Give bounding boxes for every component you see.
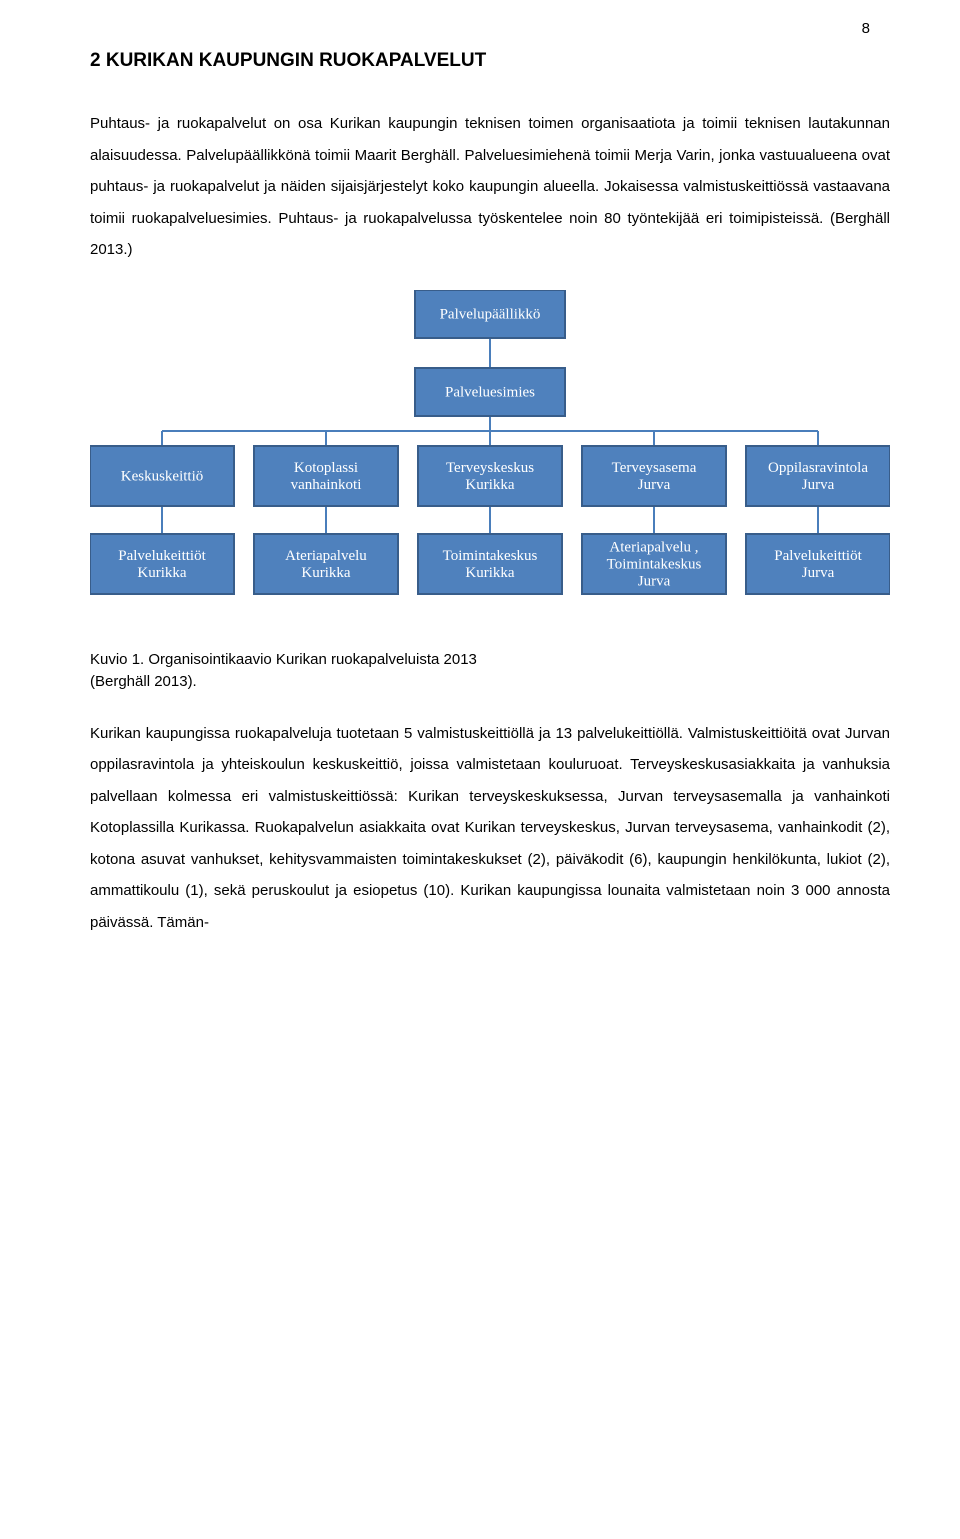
org-node-label: Keskuskeittiö [121,468,204,484]
caption-line-1: Kuvio 1. Organisointikaavio Kurikan ruok… [90,651,477,668]
page-number: 8 [862,20,870,37]
org-node-label: Kotoplassivanhainkoti [291,459,362,492]
paragraph-1: Puhtaus- ja ruokapalvelut on osa Kurikan… [90,108,890,266]
figure-caption: Kuvio 1. Organisointikaavio Kurikan ruok… [90,649,890,694]
caption-line-2: (Berghäll 2013). [90,673,197,690]
org-chart: Palvelupäällikkö Palveluesimies Keskuskeit… [90,290,890,605]
org-node-label: Palvelupäällikkö [440,306,541,322]
org-node-label: Palveluesimies [445,384,535,400]
paragraph-2: Kurikan kaupungissa ruokapalveluja tuote… [90,718,890,939]
org-chart-svg: Palvelupäällikkö Palveluesimies Keskuskeit… [90,290,890,600]
section-heading: 2 KURIKAN KAUPUNGIN RUOKAPALVELUT [90,50,890,72]
